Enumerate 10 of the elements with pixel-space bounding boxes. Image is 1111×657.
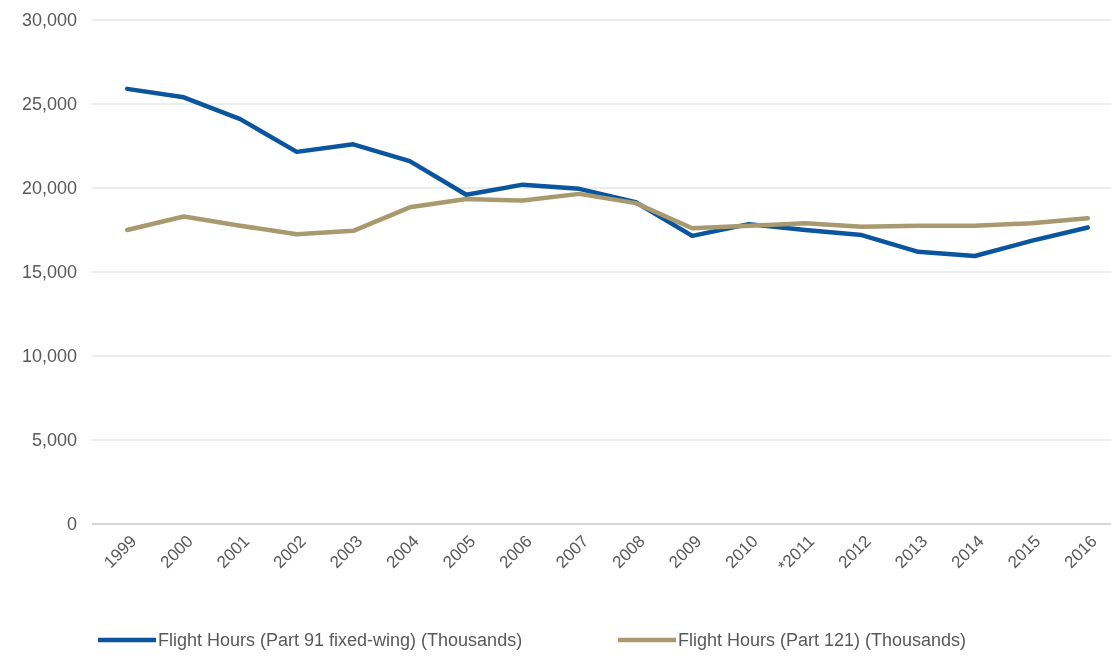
legend-label: Flight Hours (Part 121) (Thousands) <box>678 630 967 651</box>
y-tick-label: 5,000 <box>31 430 77 451</box>
line-series <box>125 191 1090 237</box>
y-tick-label: 25,000 <box>21 94 77 115</box>
y-tick-label: 20,000 <box>21 178 77 199</box>
legend-label: Flight Hours (Part 91 fixed-wing) (Thousands) <box>158 630 523 651</box>
y-tick-label: 10,000 <box>21 346 77 367</box>
y-tick-label: 30,000 <box>21 10 77 31</box>
y-tick-label: 0 <box>66 514 77 535</box>
y-tick-label: 15,000 <box>21 262 77 283</box>
